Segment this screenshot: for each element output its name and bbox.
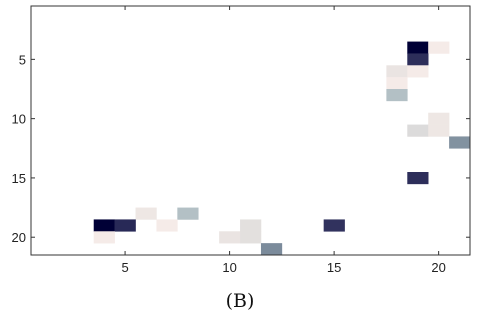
- heatmap-cell: [428, 112, 450, 125]
- y-tick-label: 10: [12, 112, 26, 127]
- heatmap-cell: [135, 207, 157, 220]
- heatmap-cells: [93, 41, 471, 256]
- heatmap-cell: [407, 41, 429, 54]
- heatmap-cell: [428, 41, 450, 54]
- heatmap-cell: [407, 172, 429, 185]
- heatmap-figure: 5 10 15 20 5 10 15 20: [12, 5, 471, 275]
- heatmap-cell: [114, 219, 136, 232]
- y-tick-label: 20: [12, 230, 26, 245]
- heatmap-cell: [386, 89, 408, 102]
- x-tick-label: 10: [222, 260, 236, 275]
- heatmap-cell: [260, 243, 283, 256]
- heatmap-cell: [323, 219, 345, 232]
- y-tick-label: 5: [19, 52, 26, 67]
- heatmap-cell: [93, 231, 115, 244]
- heatmap-cell: [449, 136, 471, 149]
- heatmap-cell: [386, 65, 408, 78]
- heatmap-cell: [177, 207, 199, 220]
- axis-ticks: 5 10 15 20 5 10 15 20: [12, 6, 470, 275]
- heatmap-cell: [386, 77, 408, 90]
- x-tick-label: 5: [121, 260, 128, 275]
- heatmap-cell: [240, 219, 262, 232]
- heatmap-cell: [156, 219, 178, 232]
- y-tick-label: 15: [12, 171, 26, 186]
- x-tick-label: 15: [327, 260, 341, 275]
- heatmap-cell: [407, 124, 429, 137]
- heatmap-cell: [407, 53, 429, 66]
- heatmap-cell: [219, 231, 241, 244]
- plot-frame: [30, 5, 471, 256]
- x-tick-label: 20: [431, 260, 445, 275]
- heatmap-cell: [93, 219, 115, 232]
- heatmap-cell: [428, 124, 450, 137]
- heatmap-cell: [407, 65, 429, 78]
- heatmap-cell: [240, 231, 262, 244]
- figure-caption: (B): [225, 290, 255, 312]
